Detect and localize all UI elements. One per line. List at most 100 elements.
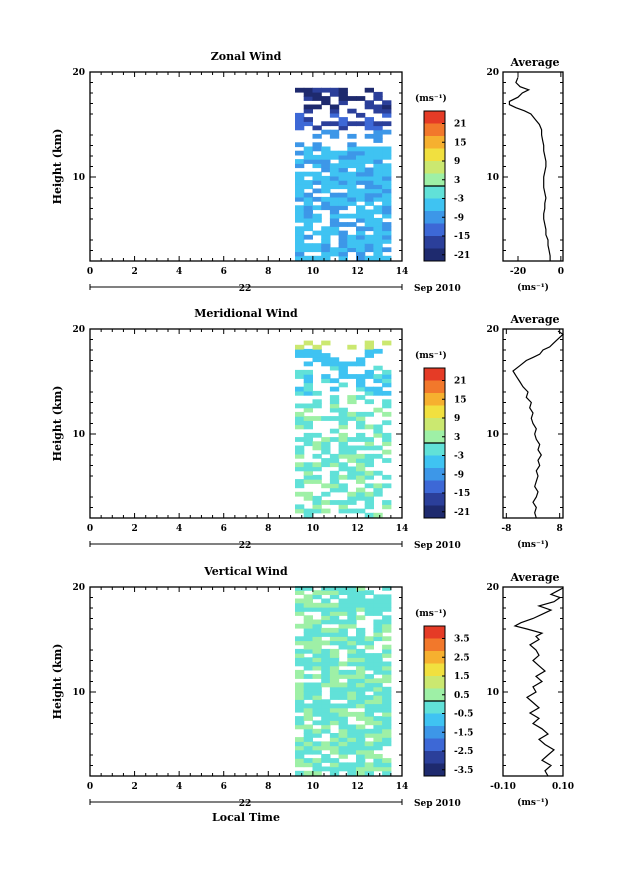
heatmap-cells — [295, 340, 392, 518]
heatmap-cell — [364, 474, 374, 480]
heatmap-cell — [303, 495, 313, 501]
heatmap-cell — [364, 458, 374, 463]
heatmap-cell — [382, 403, 392, 409]
heatmap-cell — [312, 230, 322, 236]
heatmap-cell — [382, 192, 392, 198]
heatmap-cell — [356, 640, 366, 646]
heatmap-cell — [338, 669, 348, 675]
heatmap-cell — [321, 661, 331, 667]
heatmap-cell — [312, 623, 322, 629]
heatmap-cell — [329, 403, 340, 409]
heatmap-cell — [329, 399, 340, 405]
heatmap-cell — [338, 445, 348, 451]
heatmap-cell — [364, 762, 374, 768]
date-axis: 22 Sep 2010 — [89, 541, 461, 551]
heatmap-cell — [364, 217, 374, 223]
heatmap-cell — [382, 770, 392, 776]
heatmap-cell — [303, 222, 313, 227]
x-axis: 0 2 4 6 8 10 12 14 — [87, 587, 408, 792]
heatmap-cell — [329, 669, 340, 675]
heatmap-cell — [356, 766, 366, 772]
heatmap-cell — [321, 154, 331, 160]
heatmap-cell — [321, 357, 331, 363]
heatmap-cell — [329, 648, 340, 654]
heatmap-cell — [329, 87, 340, 93]
heatmap-cell — [338, 234, 348, 240]
heatmap-cell — [364, 657, 374, 663]
heatmap-cell — [356, 217, 366, 223]
heatmap-cell — [356, 420, 366, 426]
heatmap-cell — [347, 615, 357, 621]
heatmap-cell — [356, 653, 366, 658]
heatmap-cell — [329, 615, 340, 621]
heatmap-cell — [303, 255, 313, 261]
heatmap-cell — [295, 453, 305, 459]
heatmap-cell — [303, 432, 313, 438]
heatmap-cell — [373, 234, 383, 240]
heatmap-cell — [303, 121, 313, 127]
heatmap-cell — [303, 695, 313, 700]
heatmap-cell — [303, 205, 313, 211]
heatmap-cell — [364, 133, 374, 139]
heatmap-cell — [295, 424, 305, 430]
heatmap-cell — [329, 640, 340, 646]
colorbar-tick-label: -15 — [454, 489, 470, 499]
y-tick-label: 20 — [72, 325, 85, 335]
heatmap-cell — [329, 487, 340, 493]
heatmap-cell — [382, 184, 392, 190]
heatmap-cell — [356, 205, 366, 211]
heatmap-cell — [321, 728, 331, 734]
heatmap-cell — [303, 690, 313, 696]
heatmap-cell — [321, 226, 331, 232]
heatmap-cell — [382, 205, 392, 211]
heatmap-cell — [303, 340, 313, 346]
heatmap-cell — [373, 205, 383, 211]
heatmap-cell — [373, 491, 383, 497]
heatmap-cell — [373, 150, 383, 156]
heatmap-cell — [338, 167, 348, 173]
x-axis: 0 2 4 6 8 10 12 14 — [87, 72, 408, 277]
heatmap-cell — [338, 619, 348, 625]
profile-x-tick-label: 0 — [558, 267, 564, 277]
profile-frame — [502, 586, 564, 777]
heatmap-cell — [295, 648, 305, 654]
heatmap-cell — [295, 369, 305, 375]
heatmap-cell — [303, 171, 313, 177]
heatmap-cell — [321, 657, 331, 663]
profile-y-tick-label: 20 — [486, 325, 499, 335]
heatmap-cell — [338, 424, 348, 430]
profile-panel: Average -20 0 10 20 (ms⁻¹) — [486, 56, 564, 293]
heatmap-cell — [303, 682, 313, 688]
heatmap-cell — [347, 741, 357, 747]
heatmap-cell — [321, 711, 331, 717]
heatmap-cell — [321, 445, 331, 451]
heatmap-cell — [347, 724, 357, 730]
heatmap-cell — [338, 96, 348, 101]
heatmap-cell — [382, 762, 392, 768]
heatmap-cell — [321, 167, 331, 173]
y-tick-label: 10 — [72, 173, 85, 183]
heatmap-cell — [347, 247, 357, 253]
heatmap-cell — [382, 378, 392, 384]
heatmap-cell — [356, 695, 366, 700]
heatmap-cell — [364, 733, 374, 738]
colorbar-segment — [424, 688, 445, 702]
heatmap-cell — [295, 243, 305, 248]
heatmap-cell — [382, 437, 392, 442]
heatmap-cell — [364, 512, 374, 518]
heatmap-cell — [295, 640, 305, 646]
heatmap-cell — [338, 416, 348, 421]
heatmap-cell — [303, 369, 313, 375]
heatmap-cell — [295, 602, 305, 608]
heatmap-cell — [338, 255, 348, 261]
heatmap-cell — [364, 167, 374, 173]
heatmap-cell — [312, 104, 322, 110]
y-axis: 10 20 — [72, 583, 402, 766]
heatmap-cell — [303, 180, 313, 185]
heatmap-cell — [321, 230, 331, 236]
heatmap-cell — [303, 437, 313, 442]
heatmap-cell — [356, 150, 366, 156]
heatmap-cell — [356, 741, 366, 747]
heatmap-cell — [356, 226, 366, 232]
heatmap-cell — [329, 209, 340, 215]
